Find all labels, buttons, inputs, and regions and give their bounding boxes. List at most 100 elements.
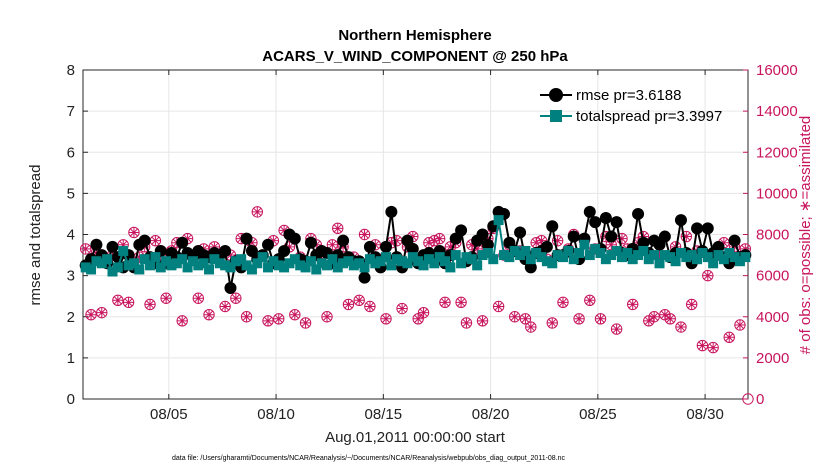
rmse-point <box>674 214 687 227</box>
obs-assimilated-point <box>279 225 290 236</box>
y-tick-label-left: 5 <box>67 185 75 202</box>
totalspread-point <box>590 243 601 254</box>
y-tick-label-left: 7 <box>67 103 75 120</box>
obs-possible-point <box>626 298 639 311</box>
totalspread-point <box>434 252 445 263</box>
totalspread-point <box>531 248 542 259</box>
totalspread-point <box>681 252 692 263</box>
totalspread-point <box>600 254 611 265</box>
rmse-point <box>712 240 725 253</box>
obs-possible-point <box>144 298 156 311</box>
totalspread-point <box>246 264 257 275</box>
obs-possible-point <box>525 321 537 333</box>
totalspread-point <box>445 262 456 273</box>
obs-possible-point <box>439 296 451 309</box>
obs-assimilated-point <box>584 295 595 306</box>
rmse-point <box>583 205 596 218</box>
obs-assimilated-point <box>177 315 188 326</box>
totalspread-point <box>557 252 568 263</box>
totalspread-point <box>139 254 150 265</box>
obs-assimilated-point <box>284 241 295 252</box>
obs-assimilated-point <box>552 235 563 246</box>
totalspread-point <box>102 254 113 265</box>
obs-assimilated-point <box>246 237 257 248</box>
obs-assimilated-point <box>595 313 606 324</box>
obs-assimilated-point <box>697 340 708 351</box>
rmse-point <box>524 261 537 274</box>
obs-possible-point <box>203 308 215 321</box>
y-tick-label-right: 4000 <box>756 309 789 326</box>
obs-assimilated-point <box>440 297 450 308</box>
y-tick-label-left: 3 <box>67 268 75 285</box>
totalspread-point <box>515 250 526 261</box>
obs-possible-point <box>358 228 371 241</box>
obs-possible-point <box>364 300 376 313</box>
totalspread-point <box>284 258 295 269</box>
rmse-point <box>262 238 275 251</box>
obs-possible-point <box>79 243 92 255</box>
totalspread-point <box>627 254 638 265</box>
obs-assimilated-point <box>638 231 649 242</box>
obs-possible-point <box>455 296 467 309</box>
totalspread-point <box>279 262 290 273</box>
totalspread-point <box>718 254 729 265</box>
totalspread-point <box>525 254 536 265</box>
totalspread-point <box>145 260 156 271</box>
y-tick-label-right: 14000 <box>756 103 798 120</box>
rmse-point <box>90 238 103 251</box>
totalspread-point <box>182 262 193 273</box>
totalspread-point <box>327 254 338 265</box>
x-tick-label: 08/15 <box>365 406 403 423</box>
obs-possible-point <box>675 321 687 333</box>
obs-possible-point <box>551 234 564 247</box>
totalspread-point <box>579 239 590 250</box>
obs-assimilated-point <box>252 206 263 217</box>
totalspread-point <box>498 250 509 261</box>
totalspread-point <box>423 254 434 265</box>
totalspread-point <box>107 266 118 277</box>
rmse-point <box>240 232 253 245</box>
totalspread-point <box>375 256 386 267</box>
obs-assimilated-point <box>332 223 343 234</box>
obs-assimilated-point <box>429 235 440 246</box>
rmse-point <box>224 281 237 294</box>
totalspread-point <box>686 250 697 261</box>
obs-assimilated-point <box>273 313 284 324</box>
obs-assimilated-point <box>354 295 365 306</box>
obs-assimilated-point <box>649 311 660 322</box>
obs-assimilated-point <box>112 295 123 306</box>
rmse-point <box>637 236 650 249</box>
obs-assimilated-point <box>665 313 676 324</box>
obs-assimilated-point <box>413 313 424 324</box>
x-tick-label: 08/10 <box>257 406 295 423</box>
obs-assimilated-point <box>150 235 161 246</box>
totalspread-point <box>273 260 284 271</box>
totalspread-point <box>257 252 268 263</box>
totalspread-point <box>316 258 327 269</box>
totalspread-point <box>708 258 719 269</box>
totalspread-point <box>466 254 477 265</box>
rmse-point <box>514 226 527 239</box>
y-axis-label-left: rmse and totalspread <box>27 165 44 306</box>
obs-assimilated-point <box>128 227 139 238</box>
totalspread-point <box>724 248 735 259</box>
obs-assimilated-point <box>161 293 172 304</box>
obs-possible-point <box>85 308 97 321</box>
legend-rmse-marker <box>549 88 563 102</box>
totalspread-point <box>161 256 172 267</box>
rmse-point <box>567 230 580 243</box>
obs-assimilated-point <box>220 301 231 312</box>
obs-assimilated-point <box>482 233 493 244</box>
rmse-point <box>476 228 489 241</box>
totalspread-point <box>96 258 107 269</box>
totalspread-point <box>177 254 188 265</box>
totalspread-point <box>493 215 504 226</box>
totalspread-point <box>702 252 713 263</box>
obs-possible-point <box>321 311 333 323</box>
rmse-point <box>385 205 398 218</box>
totalspread-point <box>450 250 461 261</box>
obs-possible-point <box>262 315 274 327</box>
obs-possible-point <box>112 294 124 306</box>
obs-possible-point <box>573 313 585 325</box>
obs-assimilated-point <box>86 309 97 320</box>
